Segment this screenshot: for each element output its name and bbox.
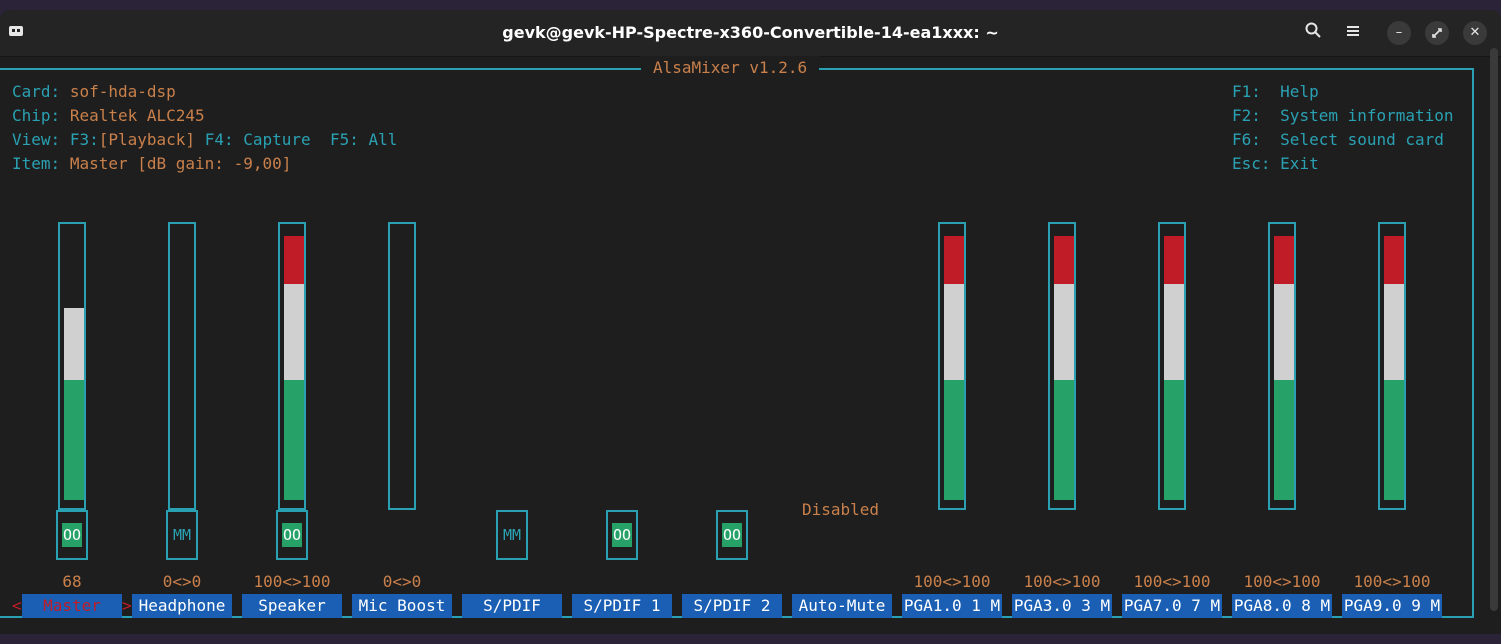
new-tab-icon[interactable] bbox=[4, 21, 28, 45]
level-mid bbox=[944, 284, 964, 380]
mic-boost-value: 0<>0 bbox=[382, 572, 422, 591]
terminal-scrollbar[interactable] bbox=[1490, 48, 1498, 611]
level-low bbox=[1164, 380, 1184, 500]
help-f1: F1: Help bbox=[1232, 82, 1319, 101]
control-label-auto-mute[interactable]: Auto-Mute bbox=[792, 594, 892, 618]
level-high bbox=[1164, 236, 1184, 284]
pga1-volume-bar[interactable] bbox=[938, 222, 966, 510]
pga9-value: 100<>100 bbox=[1353, 572, 1431, 591]
headphone-volume-bar[interactable] bbox=[168, 222, 196, 510]
control-label-pga7[interactable]: PGA7.0 7 M bbox=[1122, 594, 1222, 618]
spdif-switch[interactable]: MM bbox=[496, 510, 528, 560]
level-low bbox=[944, 380, 964, 500]
master-mute-switch[interactable]: OO bbox=[56, 510, 88, 560]
pga1-value: 100<>100 bbox=[913, 572, 991, 591]
item-info: Item: Master [dB gain: -9,00] bbox=[12, 154, 292, 173]
pga8-volume-bar[interactable] bbox=[1268, 222, 1296, 510]
level-high bbox=[1384, 236, 1404, 284]
spdif-1-switch[interactable]: OO bbox=[606, 510, 638, 560]
level-low bbox=[1384, 380, 1404, 500]
auto-mute-status[interactable]: Disabled bbox=[802, 500, 880, 519]
pga8-value: 100<>100 bbox=[1243, 572, 1321, 591]
control-label-pga9[interactable]: PGA9.0 9 M bbox=[1342, 594, 1442, 618]
headphone-mute-switch[interactable]: MM bbox=[166, 510, 198, 560]
help-esc: Esc: Exit bbox=[1232, 154, 1319, 173]
minimize-icon[interactable]: – bbox=[1387, 21, 1411, 45]
control-label-spdif-1[interactable]: S/PDIF 1 bbox=[572, 594, 672, 618]
pga3-volume-bar[interactable] bbox=[1048, 222, 1076, 510]
control-label-master[interactable]: Master bbox=[22, 594, 122, 618]
level-mid bbox=[284, 284, 304, 380]
speaker-mute-switch[interactable]: OO bbox=[276, 510, 308, 560]
level-low bbox=[1054, 380, 1074, 500]
view-capture[interactable]: Capture bbox=[243, 130, 311, 149]
level-low bbox=[284, 380, 304, 500]
control-label-speaker[interactable]: Speaker bbox=[242, 594, 342, 618]
selection-left-marker: < bbox=[12, 596, 22, 615]
level-low bbox=[64, 380, 84, 500]
level-mid bbox=[1054, 284, 1074, 380]
level-high bbox=[1054, 236, 1074, 284]
search-icon[interactable] bbox=[1301, 21, 1325, 45]
control-label-headphone[interactable]: Headphone bbox=[132, 594, 232, 618]
level-high bbox=[1274, 236, 1294, 284]
master-volume-bar[interactable] bbox=[58, 222, 86, 510]
control-label-spdif-2[interactable]: S/PDIF 2 bbox=[682, 594, 782, 618]
maximize-icon[interactable] bbox=[1425, 21, 1449, 45]
terminal-content[interactable]: AlsaMixer v1.2.6 Card: sof-hda-dsp Chip:… bbox=[0, 56, 1501, 634]
level-mid bbox=[1164, 284, 1184, 380]
chip-info: Chip: Realtek ALC245 bbox=[12, 106, 205, 125]
control-label-pga1[interactable]: PGA1.0 1 M bbox=[902, 594, 1002, 618]
mic-boost-bar[interactable] bbox=[388, 222, 416, 510]
level-low bbox=[1274, 380, 1294, 500]
hamburger-menu-icon[interactable] bbox=[1341, 21, 1365, 45]
app-title: AlsaMixer v1.2.6 bbox=[641, 56, 820, 80]
pga3-value: 100<>100 bbox=[1023, 572, 1101, 591]
control-label-pga3[interactable]: PGA3.0 3 M bbox=[1012, 594, 1112, 618]
help-f6: F6: Select sound card bbox=[1232, 130, 1444, 149]
pga9-volume-bar[interactable] bbox=[1378, 222, 1406, 510]
help-f2: F2: System information bbox=[1232, 106, 1454, 125]
speaker-value: 100<>100 bbox=[253, 572, 331, 591]
terminal-window: gevk@gevk-HP-Spectre-x360-Convertible-14… bbox=[0, 10, 1501, 634]
view-playback[interactable]: [Playback] bbox=[98, 130, 196, 149]
master-value: 68 bbox=[62, 572, 82, 591]
headphone-value: 0<>0 bbox=[162, 572, 202, 591]
selection-right-marker: > bbox=[122, 596, 132, 615]
pga7-value: 100<>100 bbox=[1133, 572, 1211, 591]
level-high bbox=[944, 236, 964, 284]
level-mid bbox=[1274, 284, 1294, 380]
pga7-volume-bar[interactable] bbox=[1158, 222, 1186, 510]
spdif-2-switch[interactable]: OO bbox=[716, 510, 748, 560]
card-info: Card: sof-hda-dsp bbox=[12, 82, 176, 101]
control-label-spdif[interactable]: S/PDIF bbox=[462, 594, 562, 618]
level-mid bbox=[1384, 284, 1404, 380]
title-bar: gevk@gevk-HP-Spectre-x360-Convertible-14… bbox=[0, 10, 1501, 57]
view-info: View: F3:[Playback] F4: Capture F5: All bbox=[12, 130, 398, 149]
control-label-pga8[interactable]: PGA8.0 8 M bbox=[1232, 594, 1332, 618]
level-high bbox=[284, 236, 304, 284]
level-mid bbox=[64, 308, 84, 380]
speaker-volume-bar[interactable] bbox=[278, 222, 306, 510]
window-title: gevk@gevk-HP-Spectre-x360-Convertible-14… bbox=[502, 23, 999, 42]
close-icon[interactable]: ✕ bbox=[1463, 21, 1487, 45]
view-all[interactable]: All bbox=[368, 130, 398, 149]
control-label-mic-boost[interactable]: Mic Boost bbox=[352, 594, 452, 618]
